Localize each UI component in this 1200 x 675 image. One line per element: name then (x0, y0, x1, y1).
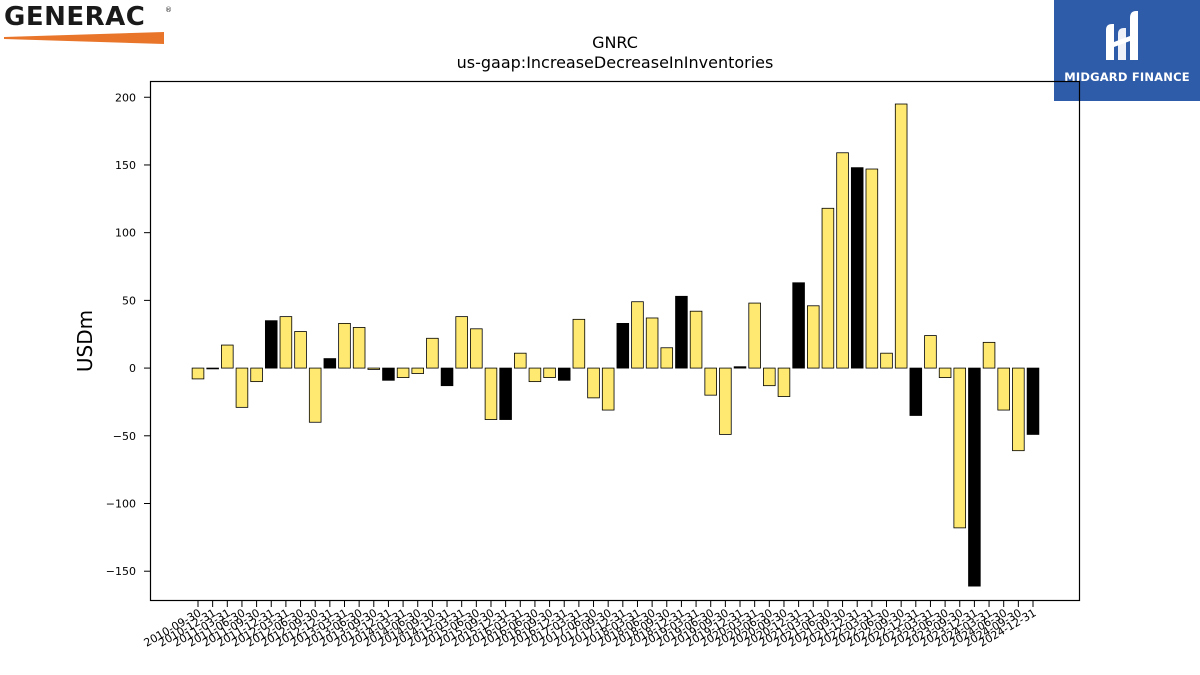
bar-2010-09-30 (191, 367, 205, 380)
bar-2011-03-31 (221, 344, 234, 369)
bar-2011-06-30 (235, 367, 249, 408)
bar-2020-03-31 (748, 302, 761, 369)
bar-2016-09-30 (543, 367, 556, 378)
y-tick-label: −150 (106, 565, 136, 578)
y-tick-label: 100 (115, 227, 136, 240)
bar-2019-09-30 (719, 367, 732, 435)
bar-2020-12-31 (792, 282, 805, 369)
bar-2014-03-31 (396, 367, 410, 378)
midgard-finance-wordmark: MIDGARD FINANCE (1064, 70, 1190, 84)
bar-2020-06-30 (763, 367, 776, 387)
generac-wordmark: GENERAC (4, 2, 146, 32)
bars-group (191, 103, 1040, 587)
bar-2022-12-31 (909, 367, 923, 416)
bar-2018-03-31 (631, 301, 644, 369)
bar-2020-09-30 (777, 367, 791, 397)
y-axis: −150 −100 −50 0 50 100 150 200 (106, 91, 150, 578)
bar-2012-06-30 (294, 331, 307, 369)
bar-2019-03-31 (689, 310, 703, 369)
y-tick-label: 200 (115, 91, 136, 104)
bar-2013-09-30 (367, 367, 381, 370)
bar-2018-12-31 (675, 295, 688, 369)
bar-2016-03-31 (514, 352, 527, 369)
bar-2017-09-30 (601, 367, 615, 411)
bar-2023-09-30 (953, 367, 967, 529)
bar-2012-09-30 (308, 367, 322, 423)
bar-2012-03-31 (279, 316, 293, 369)
midgard-finance-logo: MIDGARD FINANCE (1054, 0, 1200, 101)
bar-2011-12-31 (264, 320, 278, 369)
y-tick-label: −50 (113, 430, 136, 443)
bar-2024-03-31 (982, 341, 996, 369)
bar-2017-03-31 (572, 318, 586, 369)
generac-logo: GENERAC ® (4, 2, 174, 44)
bar-2023-12-31 (968, 367, 981, 587)
y-tick-label: 0 (129, 362, 136, 375)
bar-2023-03-31 (924, 335, 937, 369)
y-tick-label: 150 (115, 159, 136, 172)
bar-2015-09-30 (484, 367, 498, 420)
bar-2022-09-30 (894, 103, 908, 369)
bar-2012-12-31 (323, 358, 337, 369)
chart-title: GNRC (592, 33, 638, 52)
bar-2023-06-30 (938, 367, 952, 378)
x-axis: 2010-09-302010-12-312011-03-312011-06-30… (142, 601, 1039, 650)
bar-2024-12-31 (1026, 367, 1040, 435)
bar-2021-06-30 (821, 207, 835, 369)
bar-2019-12-31 (733, 366, 747, 369)
chart-subtitle: us-gaap:IncreaseDecreaseInInventories (457, 53, 774, 72)
bar-2024-06-30 (997, 367, 1010, 411)
bar-2017-06-30 (587, 367, 600, 399)
bar-2021-09-30 (836, 152, 849, 369)
y-tick-label: 50 (122, 294, 136, 307)
midgard-monogram-icon (1106, 11, 1138, 60)
generac-swoosh-icon (4, 32, 164, 44)
y-tick-label: −100 (106, 498, 136, 511)
plot-frame (149, 80, 1081, 602)
bar-2014-12-31 (440, 367, 454, 387)
bar-2016-06-30 (528, 367, 542, 383)
bar-2024-09-30 (1012, 367, 1025, 452)
bar-2015-03-31 (455, 316, 468, 369)
bar-2014-09-30 (426, 337, 439, 369)
bar-2013-06-30 (352, 327, 366, 369)
bar-2022-06-30 (880, 352, 893, 369)
generac-registered-mark: ® (165, 6, 172, 14)
bar-2016-12-31 (557, 367, 571, 381)
bar-2015-06-30 (470, 328, 483, 369)
bar-2015-12-31 (499, 367, 512, 420)
bar-2013-03-31 (338, 322, 351, 369)
bar-2022-03-31 (865, 168, 879, 369)
bar-2011-09-30 (250, 367, 263, 383)
bar-2017-12-31 (616, 322, 630, 369)
bar-2019-06-30 (704, 367, 717, 396)
bar-2013-12-31 (382, 367, 395, 381)
y-axis-label: USDm (73, 310, 97, 372)
bar-2018-09-30 (660, 347, 674, 369)
bar-2021-03-31 (807, 305, 820, 369)
bar-2021-12-31 (850, 167, 864, 369)
bar-2010-12-31 (206, 367, 219, 370)
bar-2014-06-30 (411, 367, 425, 374)
bar-2018-06-30 (645, 317, 659, 369)
